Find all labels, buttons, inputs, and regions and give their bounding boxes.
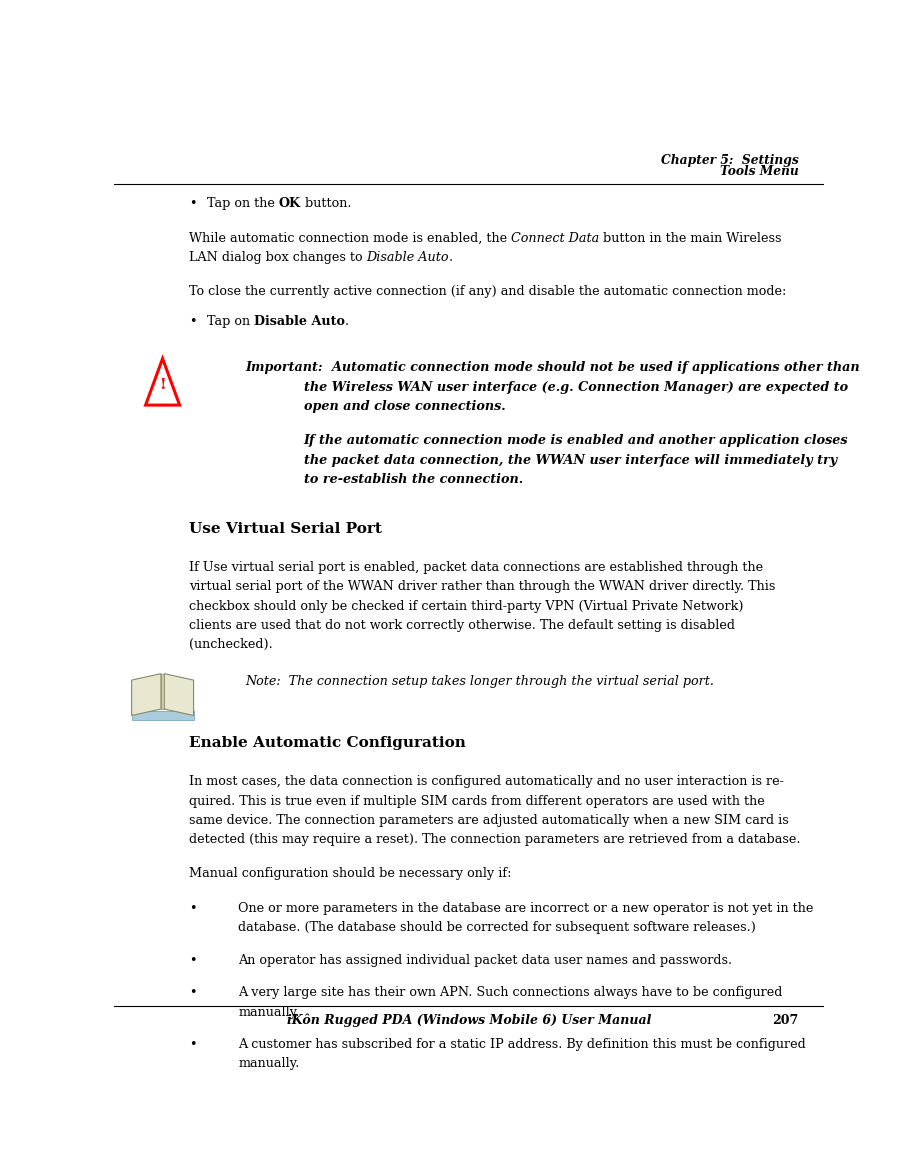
Text: An operator has assigned individual packet data user names and passwords.: An operator has assigned individual pack… [239, 953, 733, 967]
Text: checkbox should only be checked if certain third-party VPN (Virtual Private Netw: checkbox should only be checked if certa… [188, 600, 743, 613]
Text: If the automatic connection mode is enabled and another application closes: If the automatic connection mode is enab… [304, 434, 848, 447]
Text: •: • [188, 316, 197, 329]
Text: Tools Menu: Tools Menu [720, 165, 799, 179]
Text: .: . [345, 316, 349, 329]
Polygon shape [145, 359, 179, 405]
Text: •: • [188, 987, 197, 1000]
Text: A customer has subscribed for a static IP address. By definition this must be co: A customer has subscribed for a static I… [239, 1038, 806, 1051]
Text: One or more parameters in the database are incorrect or a new operator is not ye: One or more parameters in the database a… [239, 902, 813, 915]
Text: Enable Automatic Configuration: Enable Automatic Configuration [188, 736, 466, 750]
Text: LAN dialog box changes to: LAN dialog box changes to [188, 251, 367, 264]
Text: Tap on: Tap on [207, 316, 253, 329]
Text: the packet data connection, the WWAN user interface will immediately try: the packet data connection, the WWAN use… [304, 454, 837, 467]
Text: Connect Data: Connect Data [511, 232, 599, 245]
Text: •: • [188, 197, 197, 210]
Text: 207: 207 [772, 1014, 799, 1026]
Text: quired. This is true even if multiple SIM cards from different operators are use: quired. This is true even if multiple SI… [188, 794, 765, 808]
Text: (unchecked).: (unchecked). [188, 639, 273, 651]
Text: Automatic connection mode should not be used if applications other than: Automatic connection mode should not be … [323, 361, 860, 375]
Text: A very large site has their own APN. Such connections always have to be configur: A very large site has their own APN. Suc… [239, 987, 783, 1000]
Text: Disable Auto: Disable Auto [367, 251, 449, 264]
Text: Manual configuration should be necessary only if:: Manual configuration should be necessary… [188, 867, 511, 880]
Text: •: • [188, 953, 197, 967]
Text: Important:: Important: [245, 361, 323, 375]
Text: Disable Auto: Disable Auto [253, 316, 345, 329]
Text: button.: button. [300, 197, 351, 210]
Text: !: ! [159, 377, 166, 391]
Text: the Wireless WAN user interface (e.g. Connection Manager) are expected to: the Wireless WAN user interface (e.g. Co… [304, 381, 848, 394]
Text: Chapter 5:  Settings: Chapter 5: Settings [661, 153, 799, 167]
Text: While automatic connection mode is enabled, the: While automatic connection mode is enabl… [188, 232, 511, 245]
Text: In most cases, the data connection is configured automatically and no user inter: In most cases, the data connection is co… [188, 776, 784, 788]
Text: iKôn Rugged PDA (Windows Mobile 6) User Manual: iKôn Rugged PDA (Windows Mobile 6) User … [286, 1014, 651, 1027]
Text: clients are used that do not work correctly otherwise. The default setting is di: clients are used that do not work correc… [188, 619, 735, 632]
Text: to re-establish the connection.: to re-establish the connection. [304, 473, 523, 485]
Text: virtual serial port of the WWAN driver rather than through the WWAN driver direc: virtual serial port of the WWAN driver r… [188, 580, 775, 593]
Text: Use Virtual Serial Port: Use Virtual Serial Port [188, 522, 382, 536]
Polygon shape [161, 673, 164, 709]
Text: Tap on the: Tap on the [207, 197, 278, 210]
Text: If Use virtual serial port is enabled, packet data connections are established t: If Use virtual serial port is enabled, p… [188, 561, 763, 575]
Text: •: • [188, 1038, 197, 1051]
Polygon shape [164, 673, 194, 715]
Text: same device. The connection parameters are adjusted automatically when a new SIM: same device. The connection parameters a… [188, 814, 789, 827]
Text: open and close connections.: open and close connections. [304, 399, 505, 413]
Text: Note:  The connection setup takes longer through the virtual serial port.: Note: The connection setup takes longer … [245, 676, 715, 688]
Text: To close the currently active connection (if any) and disable the automatic conn: To close the currently active connection… [188, 286, 786, 298]
Text: manually.: manually. [239, 1005, 300, 1018]
Polygon shape [132, 711, 194, 720]
Text: database. (The database should be corrected for subsequent software releases.): database. (The database should be correc… [239, 921, 757, 935]
Text: detected (this may require a reset). The connection parameters are retrieved fro: detected (this may require a reset). The… [188, 834, 801, 846]
Text: button in the main Wireless: button in the main Wireless [599, 232, 781, 245]
Polygon shape [132, 673, 161, 715]
Text: .: . [449, 251, 453, 264]
Text: manually.: manually. [239, 1058, 300, 1070]
Text: •: • [188, 902, 197, 915]
Text: OK: OK [278, 197, 300, 210]
